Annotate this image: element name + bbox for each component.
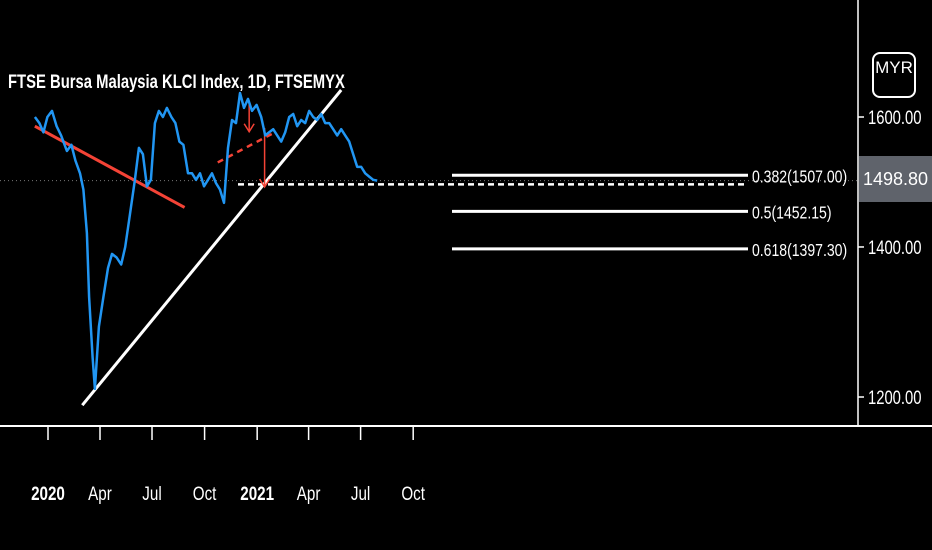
price-tick-label: 1400.00: [868, 237, 922, 258]
fib-level-label: 0.382(1507.00): [752, 167, 847, 187]
chart-title: FTSE Bursa Malaysia KLCI Index, 1D, FTSE…: [8, 72, 345, 93]
downtrend-line[interactable]: [34, 124, 186, 209]
down-arrow-head: [258, 178, 271, 189]
time-tick-label: Jul: [142, 482, 161, 504]
fib-level-label: 0.5(1452.15): [752, 203, 832, 223]
time-axis[interactable]: 2020 Apr Jul Oct 2021 Apr Jul Oct: [0, 425, 932, 504]
price-axis[interactable]: 1600.00 1400.00 1200.00: [857, 0, 922, 425]
price-tick-label: 1600.00: [868, 107, 922, 128]
time-tick-label: Jul: [351, 482, 370, 504]
time-tick-label: 2020: [31, 482, 65, 504]
time-tick-label: 2021: [240, 482, 274, 504]
uptrend-line[interactable]: [81, 89, 343, 407]
fib-level-label: 0.618(1397.30): [752, 240, 847, 260]
time-tick-label: Oct: [401, 482, 425, 504]
plot-area: 0.382(1507.00) 0.5(1452.15) 0.618(1397.30): [0, 89, 858, 407]
price-tick-label: 1200.00: [868, 387, 922, 408]
currency-button[interactable]: MYR: [872, 52, 916, 98]
time-tick-label: Apr: [297, 482, 321, 504]
price-series-line[interactable]: [33, 91, 378, 391]
time-tick-label: Oct: [193, 482, 217, 504]
down-arrow-head: [243, 123, 255, 134]
time-tick-label: Apr: [88, 482, 112, 504]
last-price-label: 1498.80: [859, 156, 932, 202]
